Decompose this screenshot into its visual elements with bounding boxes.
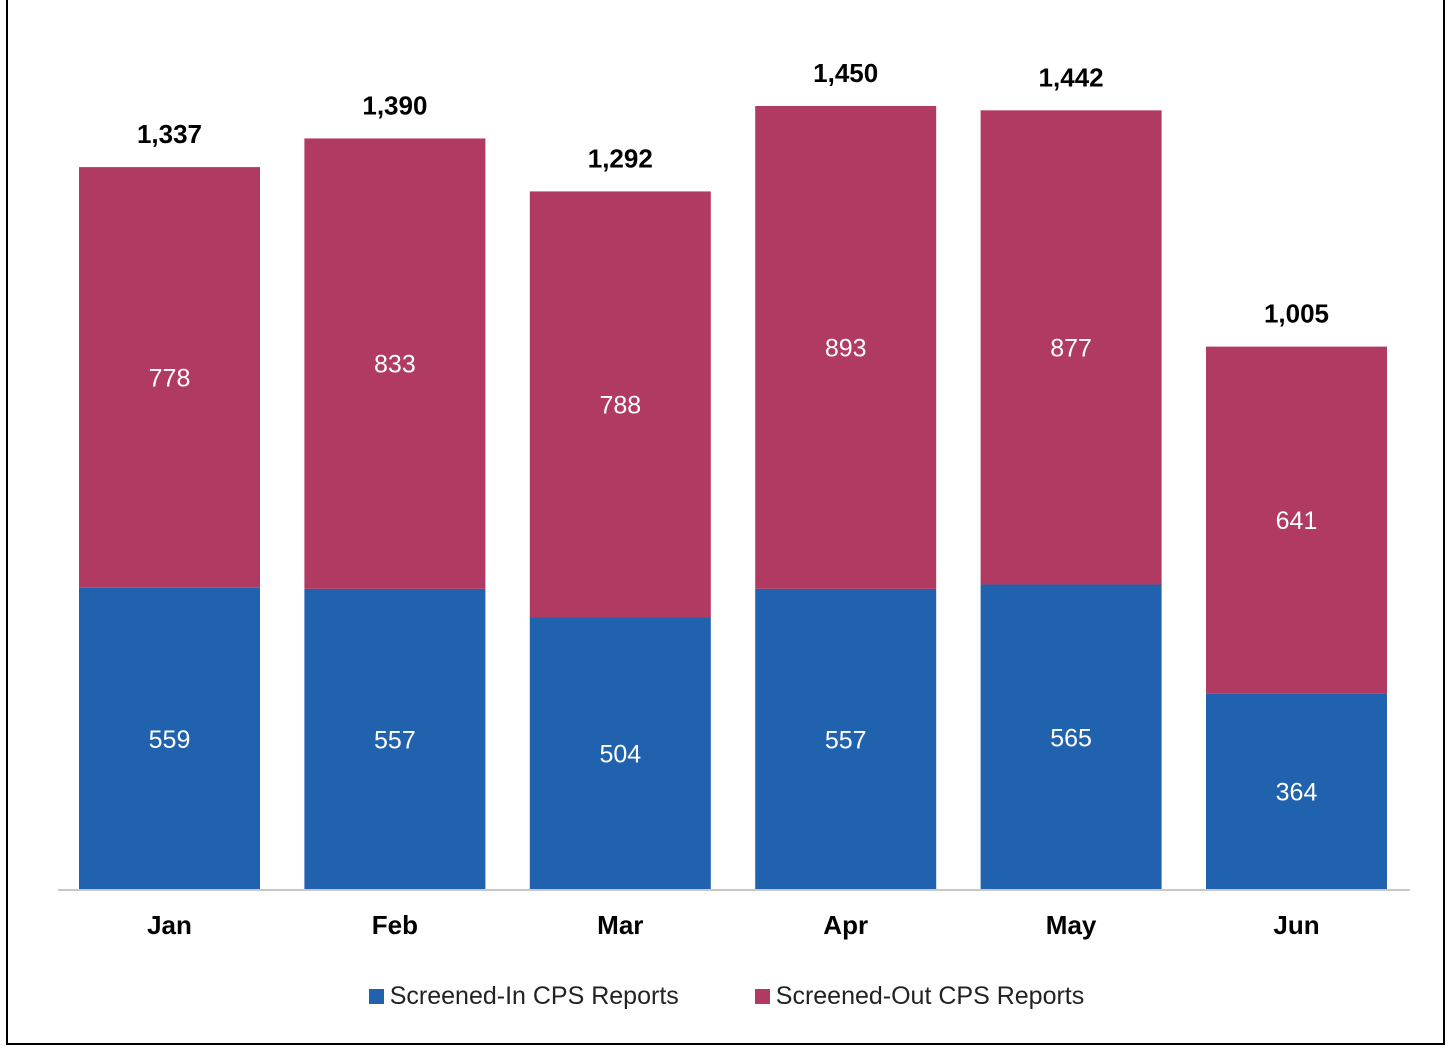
- data-label-screened-in-cps-reports-mar: 504: [599, 741, 641, 769]
- bar-screened-out-cps-reports-may: [980, 110, 1162, 585]
- legend-label-screened-out: Screened-Out CPS Reports: [775, 982, 1085, 1010]
- x-tick-label-apr: Apr: [823, 910, 868, 940]
- x-tick-label-jun: Jun: [1273, 910, 1319, 940]
- legend: Screened-In CPS Reports Screened-Out CPS…: [0, 982, 1453, 1011]
- data-label-screened-in-cps-reports-apr: 557: [825, 726, 867, 754]
- total-label-jan: 1,337: [137, 119, 202, 149]
- bar-screened-out-cps-reports-jan: [79, 167, 260, 588]
- data-label-screened-out-cps-reports-mar: 788: [599, 391, 641, 419]
- data-label-screened-in-cps-reports-may: 565: [1050, 724, 1092, 752]
- data-label-screened-out-cps-reports-jan: 778: [149, 364, 191, 392]
- legend-label-screened-in: Screened-In CPS Reports: [389, 982, 679, 1010]
- bar-screened-in-cps-reports-jan: [79, 587, 260, 890]
- x-tick-label-jan: Jan: [147, 910, 192, 940]
- bar-screened-out-cps-reports-mar: [529, 191, 711, 618]
- x-tick-label-may: May: [1046, 910, 1097, 940]
- data-label-screened-in-cps-reports-jan: 559: [149, 726, 191, 754]
- bar-screened-out-cps-reports-jun: [1206, 346, 1387, 694]
- legend-swatch-screened-in: [368, 989, 384, 1004]
- bar-screened-in-cps-reports-may: [980, 584, 1162, 890]
- bar-screened-in-cps-reports-apr: [755, 588, 937, 890]
- bar-group: [79, 106, 1387, 890]
- total-label-jun: 1,005: [1264, 299, 1329, 329]
- total-label-may: 1,442: [1039, 62, 1104, 92]
- legend-swatch-screened-out: [754, 989, 770, 1004]
- bar-screened-in-cps-reports-jun: [1206, 693, 1387, 890]
- data-label-screened-out-cps-reports-may: 877: [1050, 334, 1092, 362]
- bar-screened-in-cps-reports-feb: [304, 588, 486, 890]
- bar-screened-out-cps-reports-feb: [304, 138, 486, 589]
- bar-screened-out-cps-reports-apr: [755, 106, 937, 589]
- x-tick-label-mar: Mar: [597, 910, 643, 940]
- legend-item-screened-in: Screened-In CPS Reports: [368, 982, 679, 1011]
- data-label-screened-out-cps-reports-jun: 641: [1276, 507, 1318, 535]
- label-group: 559 778 1,337 Jan 557 833 1,390 Feb 504 788 1,292 M…: [137, 58, 1329, 940]
- total-label-mar: 1,292: [588, 143, 653, 173]
- stacked-bar-chart: 559 778 1,337 Jan 557 833 1,390 Feb 504 788 1,292 M…: [58, 58, 1410, 940]
- data-label-screened-out-cps-reports-feb: 833: [374, 351, 416, 379]
- legend-item-screened-out: Screened-Out CPS Reports: [754, 982, 1085, 1011]
- total-label-apr: 1,450: [813, 58, 878, 88]
- data-label-screened-in-cps-reports-feb: 557: [374, 726, 416, 754]
- bar-screened-in-cps-reports-mar: [529, 617, 711, 890]
- data-label-screened-in-cps-reports-jun: 364: [1276, 779, 1318, 807]
- data-label-screened-out-cps-reports-apr: 893: [825, 334, 867, 362]
- x-tick-label-feb: Feb: [372, 910, 418, 940]
- total-label-feb: 1,390: [362, 90, 427, 120]
